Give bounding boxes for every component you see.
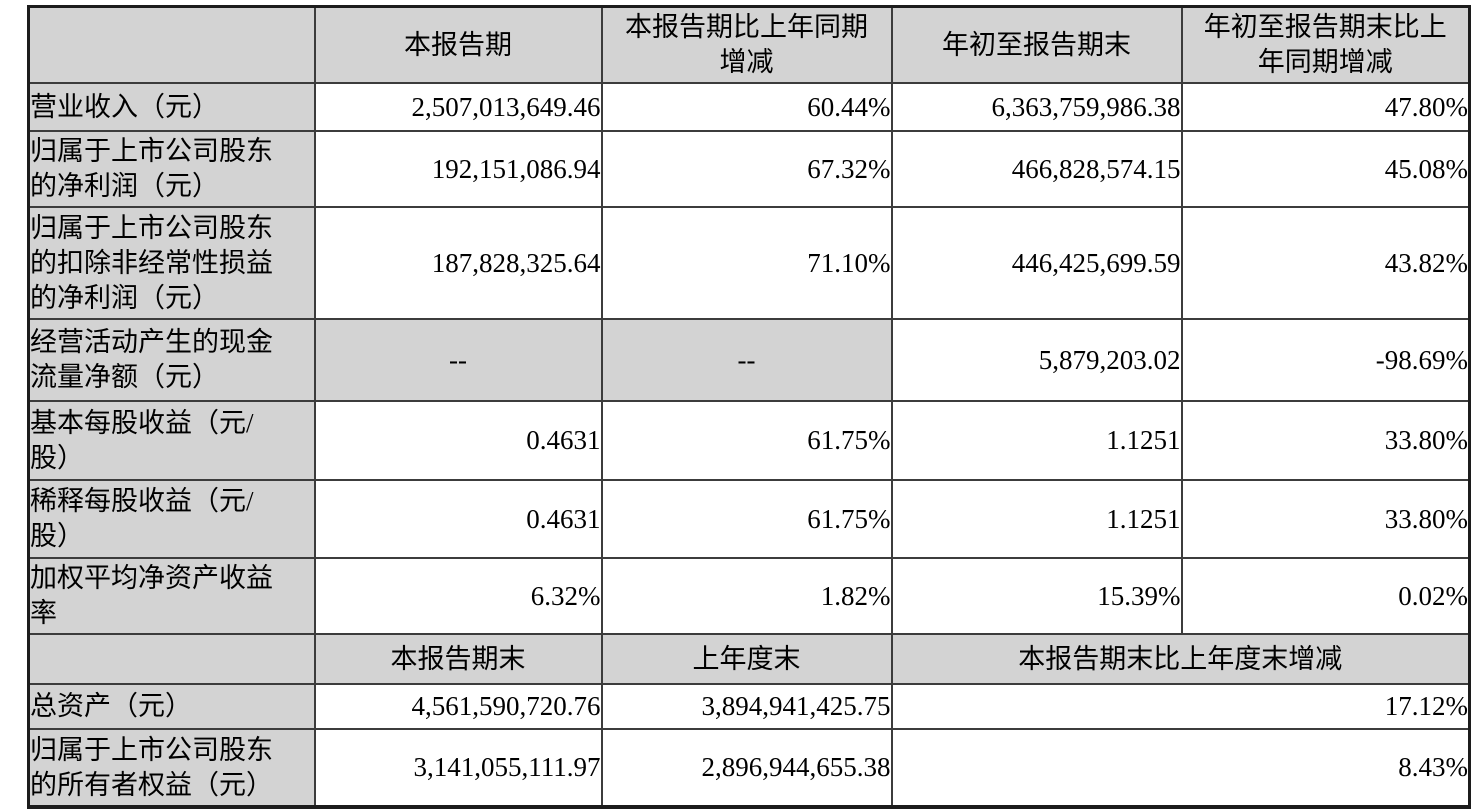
value-period-yoy: 71.10% <box>600 206 893 320</box>
value-ytd-yoy: 45.08% <box>1180 130 1471 208</box>
metric-label: 稀释每股收益（元/ 股） <box>27 479 316 559</box>
value-ytd: 1.1251 <box>890 479 1183 559</box>
value-ytd: 6,363,759,986.38 <box>890 82 1183 132</box>
column-header-period-end: 本报告期末 <box>313 633 603 685</box>
key-financials-table: 本报告期 本报告期比上年同期 增减 年初至报告期末 年初至报告期末比上 年同期增… <box>27 5 1471 809</box>
value-ytd: 5,879,203.02 <box>890 318 1183 402</box>
row-weighted-avg-roe: 加权平均净资产收益 率 6.32% 1.82% 15.39% 0.02% <box>27 557 1471 635</box>
value-ytd-yoy: 43.82% <box>1180 206 1471 320</box>
value-current-period: 187,828,325.64 <box>313 206 603 320</box>
value-current-period: 0.4631 <box>313 479 603 559</box>
header-row-period: 本报告期 本报告期比上年同期 增减 年初至报告期末 年初至报告期末比上 年同期增… <box>27 5 1471 84</box>
value-period-end: 3,141,055,111.97 <box>313 728 603 808</box>
value-change: 8.43% <box>890 728 1471 808</box>
corner-cell <box>27 5 316 84</box>
metric-label: 经营活动产生的现金 流量净额（元） <box>27 318 316 402</box>
value-change: 17.12% <box>890 683 1471 730</box>
value-ytd-yoy: 0.02% <box>1180 557 1471 635</box>
value-current-period: 2,507,013,649.46 <box>313 82 603 132</box>
header-row-period-end: 本报告期末 上年度末 本报告期末比上年度末增减 <box>27 633 1471 685</box>
value-current-period: 6.32% <box>313 557 603 635</box>
metric-label: 基本每股收益（元/ 股） <box>27 400 316 481</box>
value-ytd: 15.39% <box>890 557 1183 635</box>
value-current-period: 192,151,086.94 <box>313 130 603 208</box>
row-total-assets: 总资产（元） 4,561,590,720.76 3,894,941,425.75… <box>27 683 1471 730</box>
row-net-profit-attributable: 归属于上市公司股东 的净利润（元） 192,151,086.94 67.32% … <box>27 130 1471 208</box>
row-diluted-eps: 稀释每股收益（元/ 股） 0.4631 61.75% 1.1251 33.80% <box>27 479 1471 559</box>
value-ytd: 466,828,574.15 <box>890 130 1183 208</box>
column-header-ytd: 年初至报告期末 <box>890 5 1183 84</box>
value-current-period: 0.4631 <box>313 400 603 481</box>
row-operating-revenue: 营业收入（元） 2,507,013,649.46 60.44% 6,363,75… <box>27 82 1471 132</box>
metric-label: 营业收入（元） <box>27 82 316 132</box>
value-ytd-yoy: 33.80% <box>1180 400 1471 481</box>
value-prior-year-end: 2,896,944,655.38 <box>600 728 893 808</box>
row-basic-eps: 基本每股收益（元/ 股） 0.4631 61.75% 1.1251 33.80% <box>27 400 1471 481</box>
metric-label: 加权平均净资产收益 率 <box>27 557 316 635</box>
value-ytd: 1.1251 <box>890 400 1183 481</box>
column-header-current-period: 本报告期 <box>313 5 603 84</box>
row-operating-cash-flow: 经营活动产生的现金 流量净额（元） -- -- 5,879,203.02 -98… <box>27 318 1471 402</box>
value-period-yoy: 61.75% <box>600 479 893 559</box>
metric-label: 归属于上市公司股东 的所有者权益（元） <box>27 728 316 808</box>
value-prior-year-end: 3,894,941,425.75 <box>600 683 893 730</box>
metric-label: 归属于上市公司股东 的扣除非经常性损益 的净利润（元） <box>27 206 316 320</box>
column-header-end-vs-prior-change: 本报告期末比上年度末增减 <box>890 633 1471 685</box>
value-period-yoy: 60.44% <box>600 82 893 132</box>
value-ytd-yoy: 33.80% <box>1180 479 1471 559</box>
value-period-yoy: 61.75% <box>600 400 893 481</box>
value-period-end: 4,561,590,720.76 <box>313 683 603 730</box>
row-owners-equity-attributable: 归属于上市公司股东 的所有者权益（元） 3,141,055,111.97 2,8… <box>27 728 1471 808</box>
value-ytd-yoy: 47.80% <box>1180 82 1471 132</box>
row-net-profit-excl-nonrecurring: 归属于上市公司股东 的扣除非经常性损益 的净利润（元） 187,828,325.… <box>27 206 1471 320</box>
value-ytd-yoy: -98.69% <box>1180 318 1471 402</box>
value-period-yoy: 67.32% <box>600 130 893 208</box>
metric-label: 总资产（元） <box>27 683 316 730</box>
corner-cell <box>27 633 316 685</box>
value-period-yoy-na: -- <box>600 318 893 402</box>
value-ytd: 446,425,699.59 <box>890 206 1183 320</box>
metric-label: 归属于上市公司股东 的净利润（元） <box>27 130 316 208</box>
column-header-ytd-yoy-change: 年初至报告期末比上 年同期增减 <box>1180 5 1471 84</box>
column-header-prior-year-end: 上年度末 <box>600 633 893 685</box>
value-period-yoy: 1.82% <box>600 557 893 635</box>
column-header-period-yoy-change: 本报告期比上年同期 增减 <box>600 5 893 84</box>
value-current-period-na: -- <box>313 318 603 402</box>
